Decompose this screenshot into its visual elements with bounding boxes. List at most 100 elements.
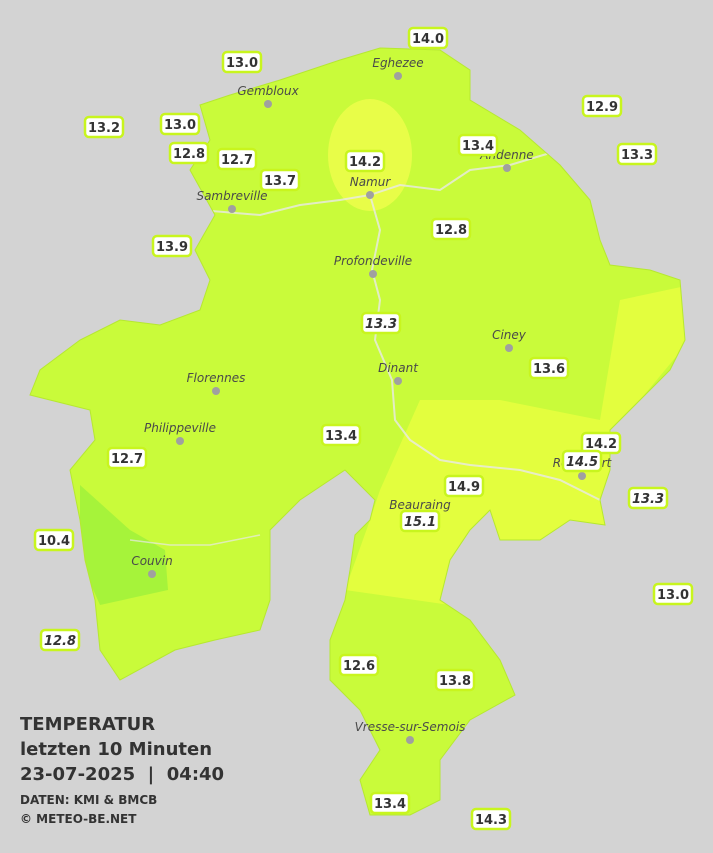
- station-value: 10.4: [38, 534, 70, 549]
- station-box: [443, 474, 485, 498]
- station-value: 13.3: [621, 148, 653, 163]
- title: TEMPERATUR: [20, 714, 155, 735]
- city-label: Beauraing: [389, 498, 451, 512]
- city-dot: [406, 736, 414, 744]
- station-value: 14.3: [475, 813, 507, 828]
- station-value: 13.3: [632, 492, 664, 507]
- station: 13.8: [434, 668, 476, 692]
- station-box: [83, 115, 125, 139]
- stations: 14.0 13.0 12.9 13.2 13.0 13.4 13.3 12.8 12.7 14.2…: [33, 26, 694, 831]
- station: 12.6: [338, 653, 380, 677]
- city-label: Ciney: [492, 328, 527, 342]
- station-value: 12.8: [173, 147, 205, 162]
- station: 13.6: [528, 356, 570, 380]
- river: [129, 534, 261, 546]
- station: 13.0: [652, 582, 694, 606]
- station-value: 13.4: [374, 797, 406, 812]
- station-value: 14.0: [412, 32, 444, 47]
- station: 13.4: [320, 423, 362, 447]
- station: 10.4: [33, 528, 75, 552]
- station-value: 15.1: [404, 515, 436, 530]
- station-box: [168, 141, 210, 165]
- city-dot: [264, 100, 272, 108]
- city-dot: [369, 270, 377, 278]
- city-label: Gembloux: [237, 84, 299, 98]
- city-label: Dinant: [378, 361, 419, 375]
- station-value: 13.0: [226, 56, 258, 71]
- station: 12.8: [168, 141, 210, 165]
- station: 12.7: [106, 446, 148, 470]
- station-value: 13.9: [156, 240, 188, 255]
- station: 13.3: [627, 486, 669, 510]
- river: [369, 194, 601, 501]
- station-value: 13.0: [657, 588, 689, 603]
- station-box: [39, 628, 81, 652]
- station: 13.0: [159, 112, 201, 136]
- station: 14.3: [470, 807, 512, 831]
- station-box: [616, 142, 658, 166]
- station: 15.1: [399, 509, 441, 533]
- station-box: [338, 653, 380, 677]
- station-box: [369, 791, 411, 815]
- city-label: Philippeville: [144, 421, 216, 435]
- station: 13.2: [83, 115, 125, 139]
- station: 14.2: [344, 149, 386, 173]
- station-box: [221, 50, 263, 74]
- station-box: [360, 311, 402, 335]
- station: 13.4: [457, 133, 499, 157]
- station-box: [151, 234, 193, 258]
- station-value: 12.7: [111, 452, 143, 467]
- station-box: [216, 147, 258, 171]
- station-box: [457, 133, 499, 157]
- zone-cool: [80, 485, 168, 605]
- city-dot: [394, 377, 402, 385]
- station-box: [561, 449, 603, 473]
- station-box: [344, 149, 386, 173]
- station-value: 14.2: [585, 437, 617, 452]
- city-label: Vresse-sur-Semois: [355, 720, 466, 734]
- station: 13.7: [259, 168, 301, 192]
- station-box: [407, 26, 449, 50]
- city-label: Florennes: [187, 371, 246, 385]
- station-box: [627, 486, 669, 510]
- station: 12.7: [216, 147, 258, 171]
- station: 12.8: [430, 217, 472, 241]
- station-box: [106, 446, 148, 470]
- city-dot: [212, 387, 220, 395]
- city-dot: [578, 472, 586, 480]
- station-box: [581, 94, 623, 118]
- city-dot: [394, 72, 402, 80]
- subtitle: letzten 10 Minuten: [20, 739, 212, 760]
- station-value: 12.8: [44, 634, 76, 649]
- station-value: 14.2: [349, 155, 381, 170]
- station-value: 12.8: [435, 223, 467, 238]
- station-value: 14.5: [566, 455, 598, 470]
- station-box: [33, 528, 75, 552]
- city-dot: [176, 437, 184, 445]
- station: 12.9: [581, 94, 623, 118]
- station: 14.9: [443, 474, 485, 498]
- station-box: [159, 112, 201, 136]
- city-dot: [505, 344, 513, 352]
- station: 14.0: [407, 26, 449, 50]
- station-value: 13.4: [462, 139, 494, 154]
- station-value: 13.6: [533, 362, 565, 377]
- station-box: [528, 356, 570, 380]
- city-dot: [228, 205, 236, 213]
- station-value: 14.9: [448, 480, 480, 495]
- station: 12.8: [39, 628, 81, 652]
- station-box: [399, 509, 441, 533]
- station: 13.9: [151, 234, 193, 258]
- station-value: 12.9: [586, 100, 618, 115]
- station: 13.0: [221, 50, 263, 74]
- station-value: 12.6: [343, 659, 375, 674]
- city-dot: [366, 191, 374, 199]
- station-box: [652, 582, 694, 606]
- city-label: Eghezee: [372, 56, 423, 70]
- city-dot: [503, 164, 511, 172]
- station-value: 13.4: [325, 429, 357, 444]
- station-box: [434, 668, 476, 692]
- station: 13.3: [360, 311, 402, 335]
- station-value: 13.3: [365, 317, 397, 332]
